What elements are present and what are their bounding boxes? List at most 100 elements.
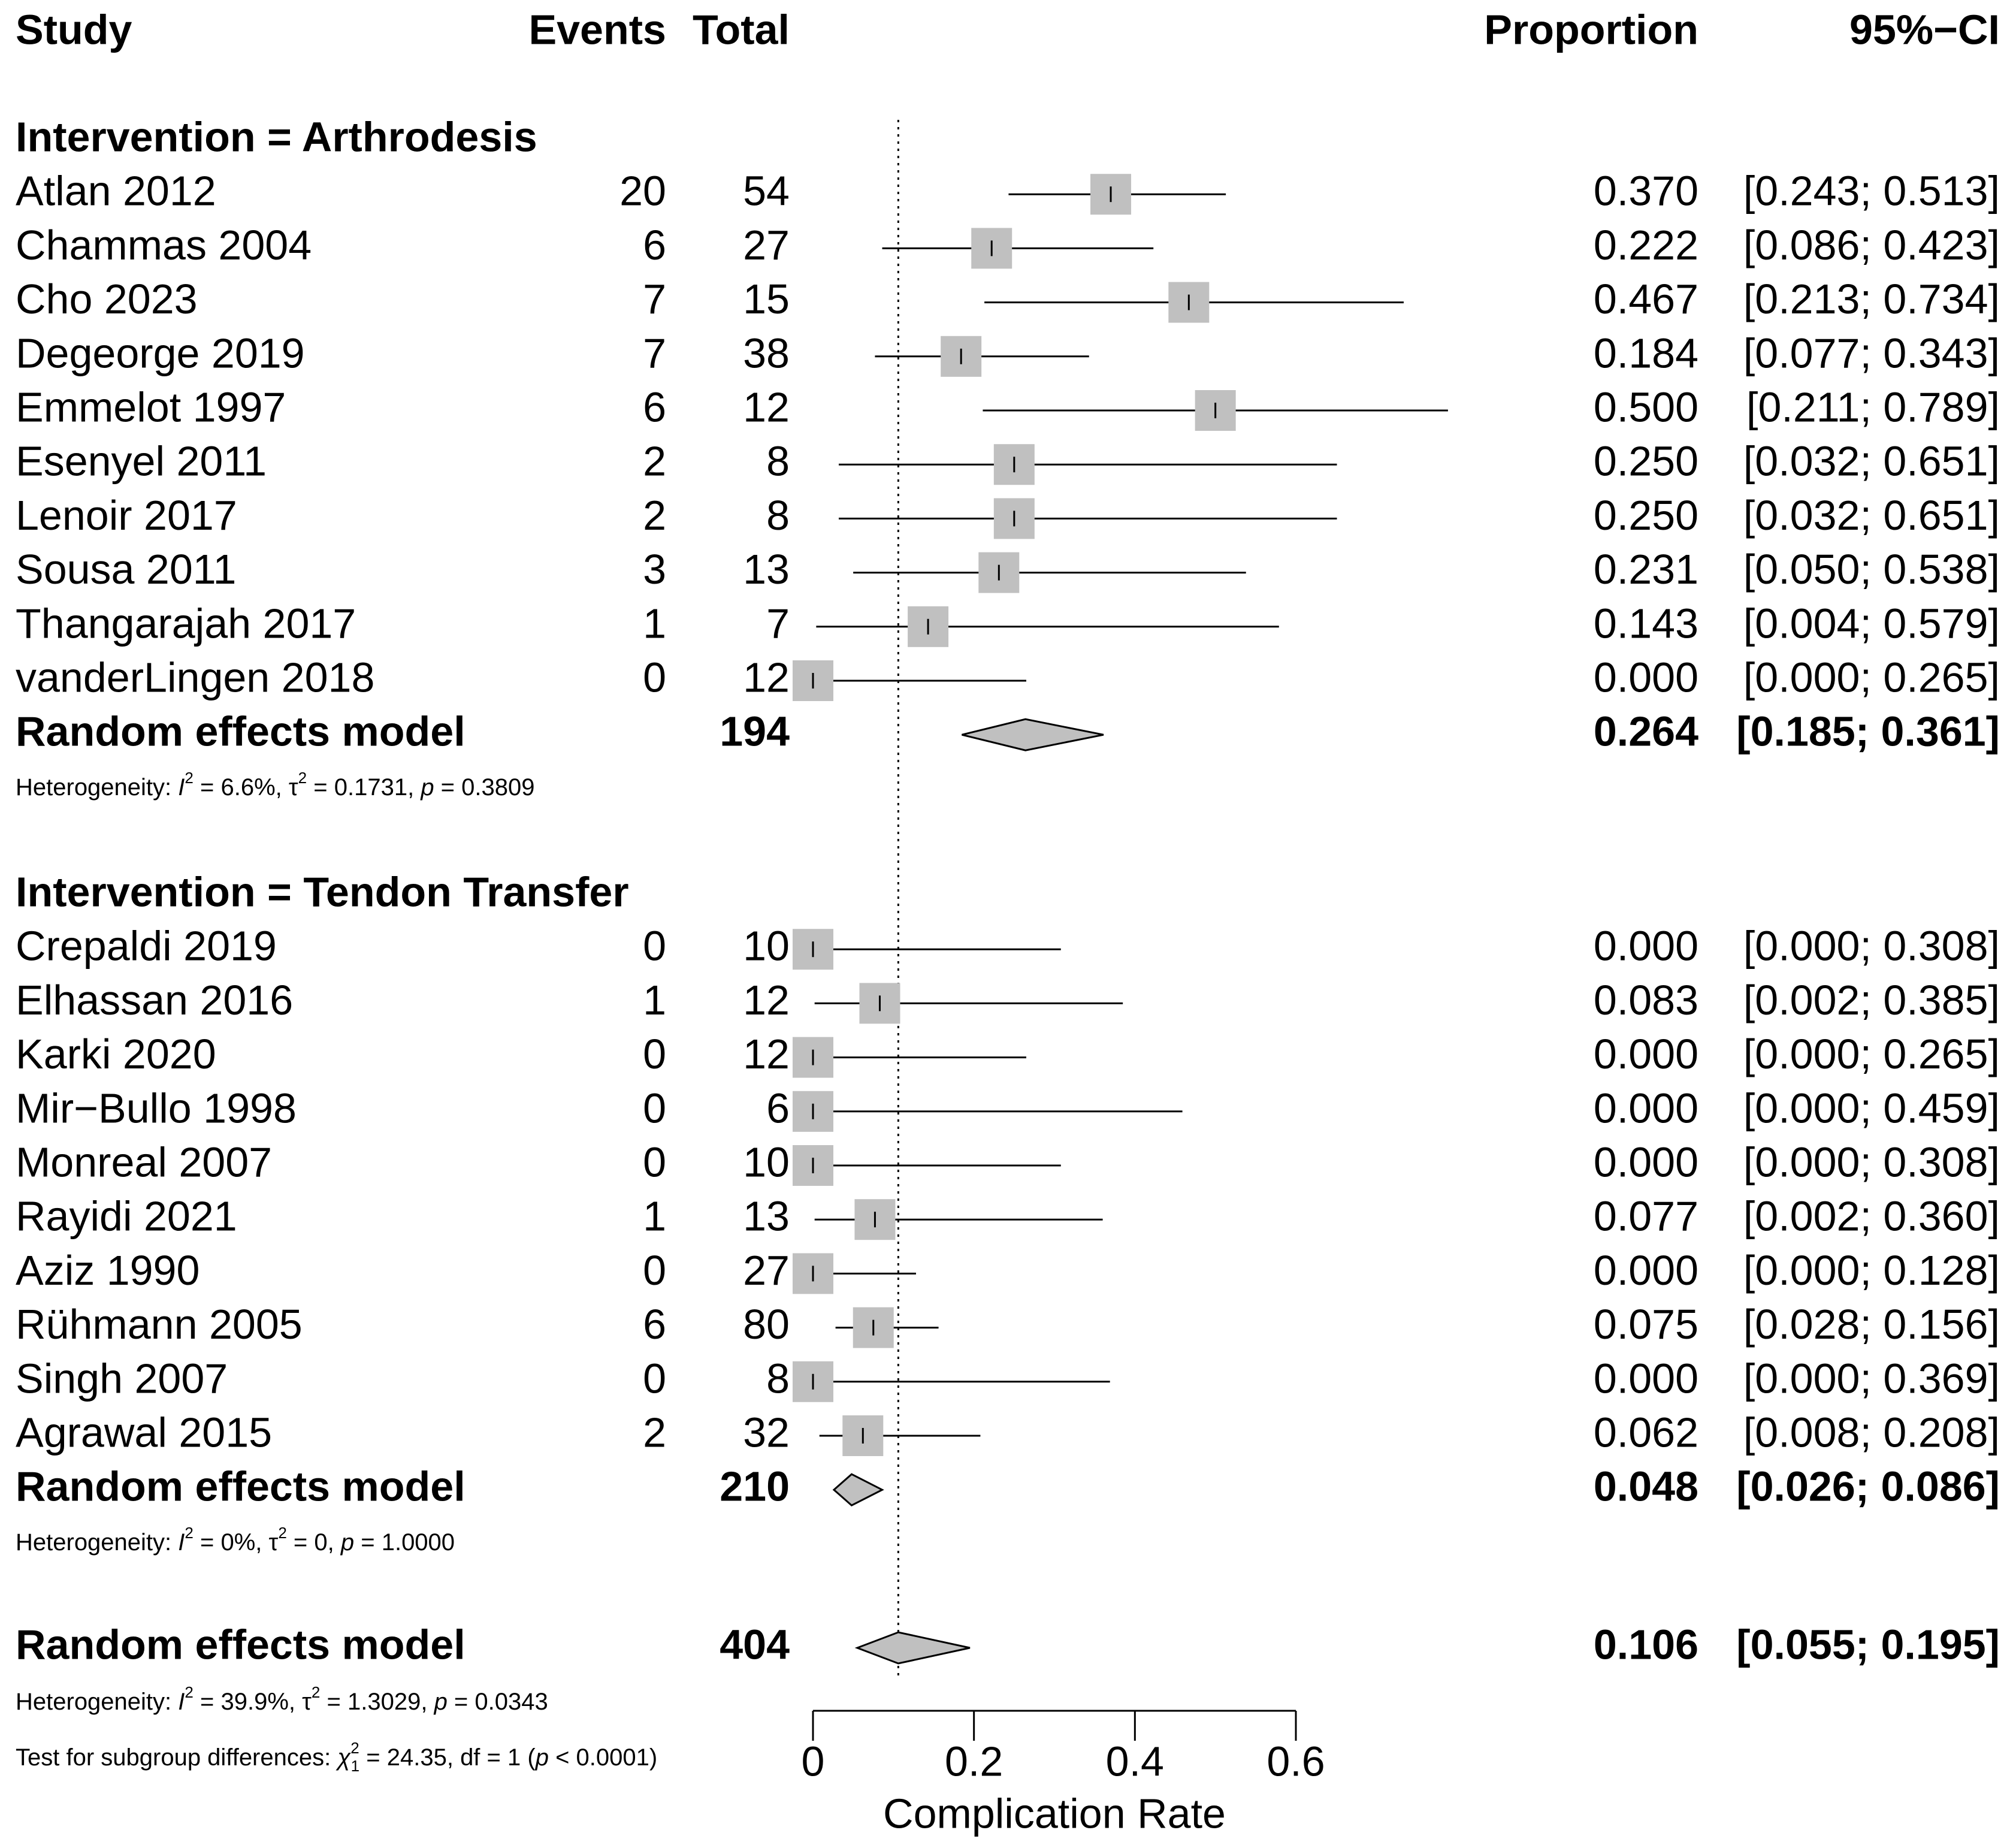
study-events: 1 (643, 600, 666, 647)
study-events: 0 (643, 1355, 666, 1402)
study-events: 7 (643, 330, 666, 376)
chi2-symbol: χ (335, 1744, 351, 1771)
study-ci: [0.000; 0.265] (1743, 654, 2000, 700)
heterogeneity-prefix: Heterogeneity: (16, 1689, 178, 1715)
p-symbol: p (535, 1744, 549, 1771)
study-ci: [0.000; 0.459] (1743, 1085, 2000, 1131)
study-total: 32 (743, 1409, 790, 1456)
study-proportion: 0.000 (1594, 1139, 1698, 1185)
study-proportion: 0.083 (1594, 977, 1698, 1023)
heterogeneity-prefix: Heterogeneity: (16, 1529, 178, 1556)
study-events: 1 (643, 1193, 666, 1240)
x-axis-label: Complication Rate (883, 1790, 1226, 1837)
study-total: 8 (766, 1355, 790, 1402)
study-events: 2 (643, 492, 666, 539)
separator: , (407, 774, 421, 801)
p-symbol: p (434, 1689, 448, 1715)
study-ci: [0.000; 0.265] (1743, 1031, 2000, 1077)
overall-model-ci: [0.055; 0.195] (1736, 1621, 2000, 1668)
separator: , (447, 1744, 460, 1771)
study-events: 6 (643, 222, 666, 268)
study-name: vanderLingen 2018 (16, 654, 374, 700)
header-study: Study (16, 6, 132, 53)
equals-sign: = (194, 1689, 221, 1715)
study-events: 3 (643, 546, 666, 593)
overall-heterogeneity: Heterogeneity: I2 = 39.9%, τ2 = 1.3029, … (16, 1683, 548, 1715)
study-ci: [0.032; 0.651] (1743, 438, 2000, 485)
study-name: Mir−Bullo 1998 (16, 1085, 297, 1131)
i2-value: 39.9% (220, 1689, 288, 1715)
model-ci: [0.026; 0.086] (1736, 1463, 2000, 1510)
equals-sign: = (354, 1529, 382, 1556)
study-ci: [0.000; 0.308] (1743, 923, 2000, 970)
study-events: 0 (643, 1247, 666, 1294)
p-value: 0.3809 (461, 774, 534, 801)
i2-symbol: I (178, 1689, 185, 1715)
i2-value: 0% (220, 1529, 255, 1556)
model-total: 194 (720, 708, 790, 755)
tau2-superscript: 2 (298, 769, 307, 787)
study-total: 12 (743, 384, 790, 430)
subgroup-heterogeneity: Heterogeneity: I2 = 0%, τ2 = 0, p = 1.00… (16, 1524, 455, 1556)
paren-close: ) (649, 1744, 657, 1771)
study-total: 10 (743, 1139, 790, 1185)
study-proportion: 0.231 (1594, 546, 1698, 593)
study-ci: [0.213; 0.734] (1743, 276, 2000, 322)
model-ci: [0.185; 0.361] (1736, 708, 2000, 755)
text-layer: Study Events Total Proportion 95%−CI Interven… (16, 6, 2000, 1774)
study-proportion: 0.062 (1594, 1409, 1698, 1456)
study-proportion: 0.184 (1594, 330, 1698, 376)
subgroup-heterogeneity: Heterogeneity: I2 = 6.6%, τ2 = 0.1731, p… (16, 769, 535, 801)
study-proportion: 0.077 (1594, 1193, 1698, 1240)
tau2-symbol: , τ (289, 1689, 312, 1715)
tau2-symbol: , τ (255, 1529, 278, 1556)
study-name: Emmelot 1997 (16, 384, 286, 430)
study-proportion: 0.250 (1594, 438, 1698, 485)
study-events: 0 (643, 1139, 666, 1185)
model-proportion: 0.048 (1594, 1463, 1698, 1510)
study-proportion: 0.467 (1594, 276, 1698, 322)
chi2-subscript: 1 (351, 1757, 359, 1775)
chi2-superscript: 2 (350, 1739, 359, 1757)
study-ci: [0.243; 0.513] (1743, 168, 2000, 215)
i2-superscript: 2 (185, 769, 193, 787)
study-events: 0 (643, 1085, 666, 1131)
study-events: 7 (643, 276, 666, 322)
study-proportion: 0.500 (1594, 384, 1698, 430)
i2-superscript: 2 (185, 1683, 193, 1701)
study-name: Singh 2007 (16, 1355, 228, 1402)
study-proportion: 0.143 (1594, 600, 1698, 647)
equals-sign: = (448, 1689, 475, 1715)
separator: , (421, 1689, 434, 1715)
study-total: 8 (766, 492, 790, 539)
header-total: Total (693, 6, 790, 53)
model-label: Random effects model (16, 708, 466, 755)
x-tick-label: 0.4 (1106, 1738, 1164, 1784)
study-total: 27 (743, 1247, 790, 1294)
study-events: 0 (643, 654, 666, 700)
study-total: 13 (743, 546, 790, 593)
study-name: Chammas 2004 (16, 222, 312, 268)
study-events: 1 (643, 977, 666, 1023)
study-ci: [0.077; 0.343] (1743, 330, 2000, 376)
study-ci: [0.050; 0.538] (1743, 546, 2000, 593)
study-proportion: 0.000 (1594, 923, 1698, 970)
subgroup-test-prefix: Test for subgroup differences: (16, 1744, 337, 1771)
chi2-value: 24.35 (387, 1744, 447, 1771)
x-tick-label: 0.6 (1267, 1738, 1325, 1784)
equals-sign: = (434, 774, 462, 801)
study-total: 80 (743, 1301, 790, 1348)
model-total: 210 (720, 1463, 790, 1510)
study-total: 54 (743, 168, 790, 215)
study-proportion: 0.222 (1594, 222, 1698, 268)
heterogeneity-prefix: Heterogeneity: (16, 774, 178, 801)
equals-sign: = (194, 774, 221, 801)
study-proportion: 0.000 (1594, 654, 1698, 700)
subgroup-label: Intervention = Arthrodesis (16, 113, 537, 160)
study-proportion: 0.000 (1594, 1031, 1698, 1077)
study-name: Esenyel 2011 (16, 438, 267, 485)
subgroup-label: Intervention = Tendon Transfer (16, 868, 629, 915)
study-ci: [0.002; 0.385] (1743, 977, 2000, 1023)
tau2-value: 0.1731 (334, 774, 407, 801)
study-name: Elhassan 2016 (16, 977, 293, 1023)
